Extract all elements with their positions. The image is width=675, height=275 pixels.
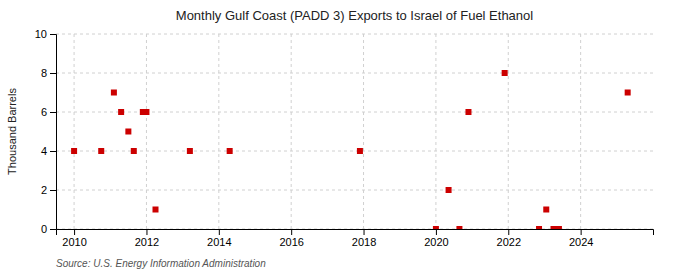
x-tick-mark [436, 229, 437, 235]
x-grid-line [291, 34, 292, 229]
plot: 2010 2012 2014 2016 2018 2020 2022 2024 0 2 4 6 8 10 [35, 28, 654, 248]
point [556, 226, 562, 229]
point [456, 226, 462, 229]
x-tick: 2014 [207, 229, 231, 248]
y-axis: 0 2 4 6 8 10 [35, 28, 57, 235]
point [187, 148, 193, 154]
point [446, 187, 452, 193]
point [111, 90, 117, 96]
y-grid-line [56, 34, 653, 35]
x-grid-line [508, 34, 509, 229]
chart: 2010 2012 2014 2016 2018 2020 2022 2024 0 2 4 6 8 10 M… [0, 0, 675, 275]
x-grid-line [580, 34, 581, 229]
y-tick: 0 [41, 223, 56, 235]
grid [56, 34, 653, 229]
x-tick: 2020 [424, 229, 448, 248]
x-tick-mark [291, 229, 292, 235]
y-grid-line [56, 190, 653, 191]
point [551, 226, 557, 229]
title: Monthly Gulf Coast (PADD 3) Exports to I… [176, 8, 534, 23]
point [543, 207, 549, 213]
point [131, 148, 137, 154]
points [71, 70, 631, 229]
point [153, 207, 159, 213]
x-tick-mark [581, 229, 582, 235]
y-tick-mark [50, 190, 56, 191]
y-tick: 8 [41, 67, 56, 79]
y-tick-label: 0 [41, 223, 47, 235]
point [536, 226, 542, 229]
x-tick-label: 2018 [352, 236, 376, 248]
point [227, 148, 233, 154]
y-tick-label: 4 [41, 145, 47, 157]
x-axis: 2010 2012 2014 2016 2018 2020 2022 2024 [57, 229, 654, 248]
point [357, 148, 363, 154]
x-tick: 2018 [352, 229, 376, 248]
point [625, 90, 631, 96]
y-tick: 2 [41, 184, 56, 196]
x-tick-label: 2010 [62, 236, 86, 248]
source: Source: U.S. Energy Information Administ… [56, 258, 266, 269]
x-tick-mark [364, 229, 365, 235]
x-tick: 2010 [62, 229, 86, 248]
point [143, 109, 149, 115]
x-tick-label: 2016 [279, 236, 303, 248]
y-tick-label: 10 [35, 28, 47, 40]
y-tick-label: 8 [41, 67, 47, 79]
x-tick-mark [146, 229, 147, 235]
x-tick-label: 2014 [207, 236, 231, 248]
x-tick-mark [219, 229, 220, 235]
y-tick-label: 6 [41, 106, 47, 118]
x-tick-label: 2022 [497, 236, 521, 248]
x-tick: 2012 [135, 229, 159, 248]
y-tick-mark [50, 73, 56, 74]
y-axis-line [50, 35, 57, 230]
point [465, 109, 471, 115]
x-grid-line [435, 34, 436, 229]
y-grid-line [56, 73, 653, 74]
y-tick-mark [50, 229, 56, 230]
y-tick-mark [50, 34, 56, 35]
x-tick-label: 2012 [135, 236, 159, 248]
y-tick: 6 [41, 106, 56, 118]
y-tick: 4 [41, 145, 56, 157]
x-tick: 2016 [279, 229, 303, 248]
x-tick-mark [74, 229, 75, 235]
point [118, 109, 124, 115]
y-tick-label: 2 [41, 184, 47, 196]
x-tick: 2022 [497, 229, 521, 248]
point [125, 129, 131, 135]
x-grid-line [363, 34, 364, 229]
y-tick-mark [50, 112, 56, 113]
x-grid-line [146, 34, 147, 229]
x-tick-label: 2024 [569, 236, 593, 248]
x-tick: 2024 [569, 229, 593, 248]
x-tick-mark [508, 229, 509, 235]
point [98, 148, 104, 154]
x-tick-label: 2020 [424, 236, 448, 248]
x-grid-line [74, 34, 75, 229]
y-axis-title: Thousand Barrels [6, 88, 18, 175]
y-tick: 10 [35, 28, 56, 40]
point [71, 148, 77, 154]
x-grid-line [218, 34, 219, 229]
y-tick-mark [50, 151, 56, 152]
y-grid-line [56, 151, 653, 152]
point [502, 70, 508, 76]
x-axis-line [57, 230, 654, 236]
point [433, 226, 439, 229]
